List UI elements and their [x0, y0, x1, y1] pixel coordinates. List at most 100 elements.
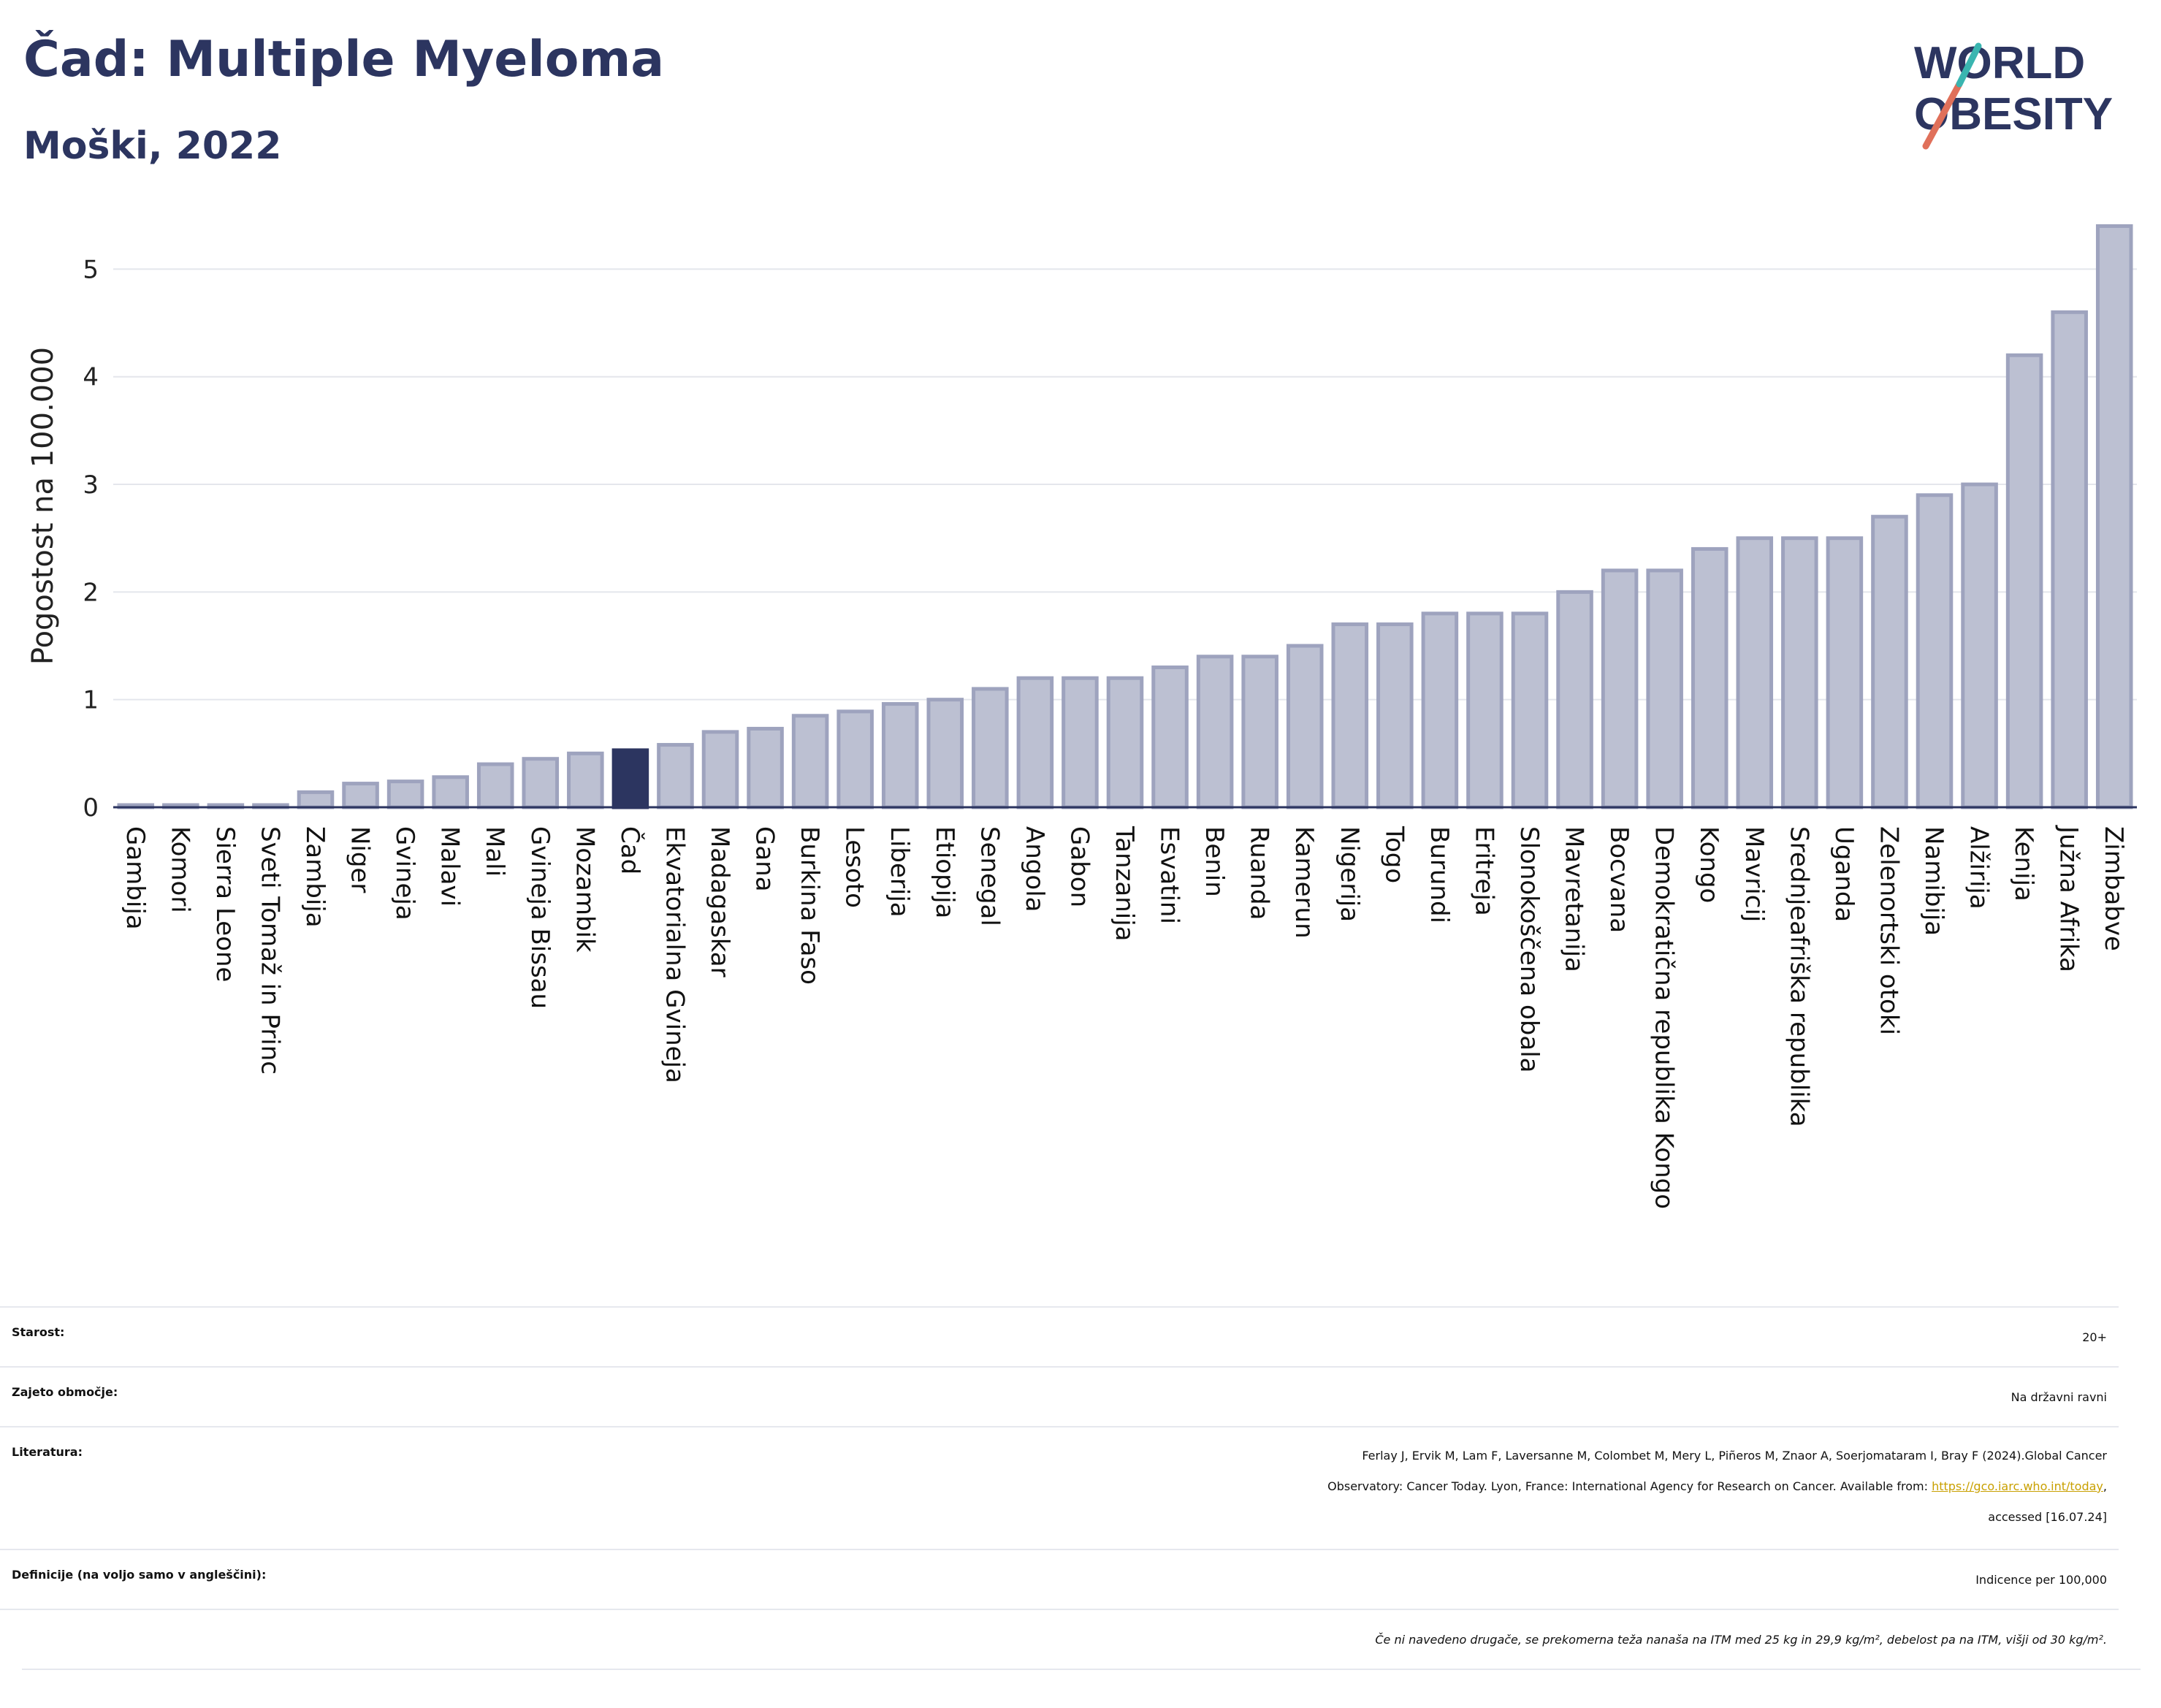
- x-tick-label: Eritreja: [1469, 826, 1498, 916]
- x-tick-label: Mavretanija: [1560, 826, 1589, 972]
- bar: [701, 730, 739, 809]
- x-tick-label: Sveti Tomaž in Princ: [255, 826, 284, 1075]
- bar: [2095, 224, 2133, 809]
- bar: [1916, 493, 1954, 809]
- x-tick-label: Madagaskar: [705, 826, 734, 977]
- bar-chart: 0 1 2 3 4 5 Pogostost na 100.000 Gambija Komori S…: [26, 224, 2137, 1209]
- x-tick-label: Burkina Faso: [795, 826, 824, 985]
- info-row-references: Literatura: Ferlay J, Ervik M, Lam F, La…: [0, 1426, 2119, 1550]
- x-tick-label: Gabon: [1064, 826, 1094, 907]
- x-tick-label: Tanzanija: [1110, 826, 1139, 941]
- x-tick-label: Zimbabve: [2099, 826, 2128, 951]
- age-label: Starost:: [12, 1325, 65, 1339]
- bar: [1151, 665, 1189, 809]
- bar: [432, 775, 469, 809]
- references-line-2-text: Observatory: Cancer Today. Lyon, France:…: [1327, 1479, 1928, 1493]
- bar: [342, 782, 379, 809]
- bar: [972, 687, 1009, 809]
- x-tick-label: Ruanda: [1245, 826, 1274, 920]
- bar: [1421, 611, 1459, 809]
- x-tick-label: Etiopija: [930, 826, 959, 918]
- x-tick-label: Kamerun: [1289, 826, 1319, 939]
- area-value: Na državni ravni: [2011, 1390, 2107, 1404]
- x-tick-label: Slonokoščena obala: [1514, 826, 1544, 1072]
- x-tick-label: Čad: [615, 826, 645, 874]
- bar: [1286, 644, 1324, 809]
- x-tick-label: Demokratična republika Kongo: [1650, 826, 1679, 1209]
- references-line-2: Observatory: Cancer Today. Lyon, France:…: [1327, 1471, 2107, 1502]
- x-tick-label: Togo: [1379, 826, 1409, 883]
- bar: [1556, 590, 1593, 809]
- bar: [297, 790, 335, 809]
- bar: [881, 702, 919, 809]
- x-tick-label: Bocvana: [1604, 826, 1634, 933]
- bar: [1826, 536, 1864, 809]
- obesity-note: Če ni navedeno drugače, se prekomerna te…: [1375, 1633, 2107, 1647]
- x-tick-label: Malavi: [435, 826, 465, 907]
- bar: [657, 743, 694, 809]
- bar: [2051, 310, 2088, 809]
- table-bottom-border: [22, 1669, 2141, 1670]
- x-tick-label: Namibija: [1919, 826, 1948, 936]
- x-tick-label: Srednjeafriška republika: [1784, 826, 1813, 1127]
- bar: [1106, 676, 1144, 809]
- y-tick-label: 3: [83, 470, 99, 500]
- bar: [1196, 655, 1234, 809]
- bar: [611, 748, 649, 809]
- x-tick-label: Kongo: [1694, 826, 1723, 903]
- y-tick-label: 4: [83, 363, 99, 392]
- bar: [926, 698, 964, 809]
- x-tick-label: Burundi: [1425, 826, 1454, 923]
- bar: [1871, 514, 1908, 809]
- references-label: Literatura:: [12, 1445, 83, 1459]
- references-text: Ferlay J, Ervik M, Lam F, Laversanne M, …: [1327, 1441, 2107, 1533]
- age-value: 20+: [2082, 1330, 2107, 1344]
- bar: [1062, 676, 1099, 809]
- bar: [1736, 536, 1774, 809]
- bar: [567, 751, 604, 809]
- x-tick-label: Benin: [1200, 826, 1229, 897]
- x-tick-label: Komori: [165, 826, 194, 913]
- x-tick-label: Južna Afrika: [2054, 825, 2084, 972]
- bar: [522, 757, 560, 809]
- x-tick-label: Mavricij: [1739, 826, 1769, 922]
- logo-slash-lower: [1922, 80, 1963, 150]
- page-title: Čad: Multiple Myeloma: [23, 31, 665, 88]
- bar: [836, 709, 874, 809]
- x-tick-label: Uganda: [1829, 826, 1859, 922]
- x-tick-label: Gambija: [121, 826, 150, 930]
- definitions-label: Definicije (na voljo samo v angleščini):: [12, 1568, 267, 1582]
- logo-text-line1: WORLD: [1914, 38, 2085, 88]
- info-row-definitions: Definicije (na voljo samo v angleščini):…: [0, 1549, 2119, 1610]
- area-label: Zajeto območje:: [12, 1385, 118, 1399]
- bar: [476, 762, 514, 809]
- logo-slash-upper: [1956, 42, 1982, 88]
- y-tick-label: 2: [83, 578, 99, 607]
- x-tick-label: Kenija: [2009, 826, 2038, 901]
- bar: [1511, 611, 1549, 809]
- x-tick-label: Gana: [750, 826, 780, 892]
- references-link[interactable]: https://gco.iarc.who.int/today: [1932, 1479, 2103, 1493]
- bar: [1331, 622, 1369, 809]
- x-tick-label: Nigerija: [1335, 826, 1364, 922]
- info-row-area: Zajeto območje: Na državni ravni: [0, 1366, 2119, 1427]
- x-tick-label: Niger: [346, 826, 375, 893]
- bar: [1376, 622, 1414, 809]
- y-tick-label: 1: [83, 686, 99, 715]
- x-tick-label: Ekvatorialna Gvineja: [660, 826, 689, 1083]
- bar: [1961, 482, 1998, 809]
- logo-text-line2: OBESITY: [1914, 89, 2113, 140]
- x-tick-label: Alžirija: [1964, 826, 1994, 910]
- references-line-2-end: ,: [2103, 1479, 2107, 1493]
- bar: [1691, 546, 1729, 809]
- x-tick-label: Gvineja Bissau: [525, 826, 554, 1009]
- y-axis-label: Pogostost na 100.000: [26, 347, 60, 665]
- bar: [1646, 568, 1683, 809]
- x-tick-label: Esvatini: [1155, 826, 1184, 924]
- x-tick-label: Liberija: [885, 826, 914, 918]
- bar: [386, 779, 424, 809]
- x-tick-label: Senegal: [975, 826, 1004, 926]
- bar: [1781, 536, 1818, 809]
- x-tick-label: Mozambik: [570, 826, 599, 953]
- bar: [791, 714, 829, 809]
